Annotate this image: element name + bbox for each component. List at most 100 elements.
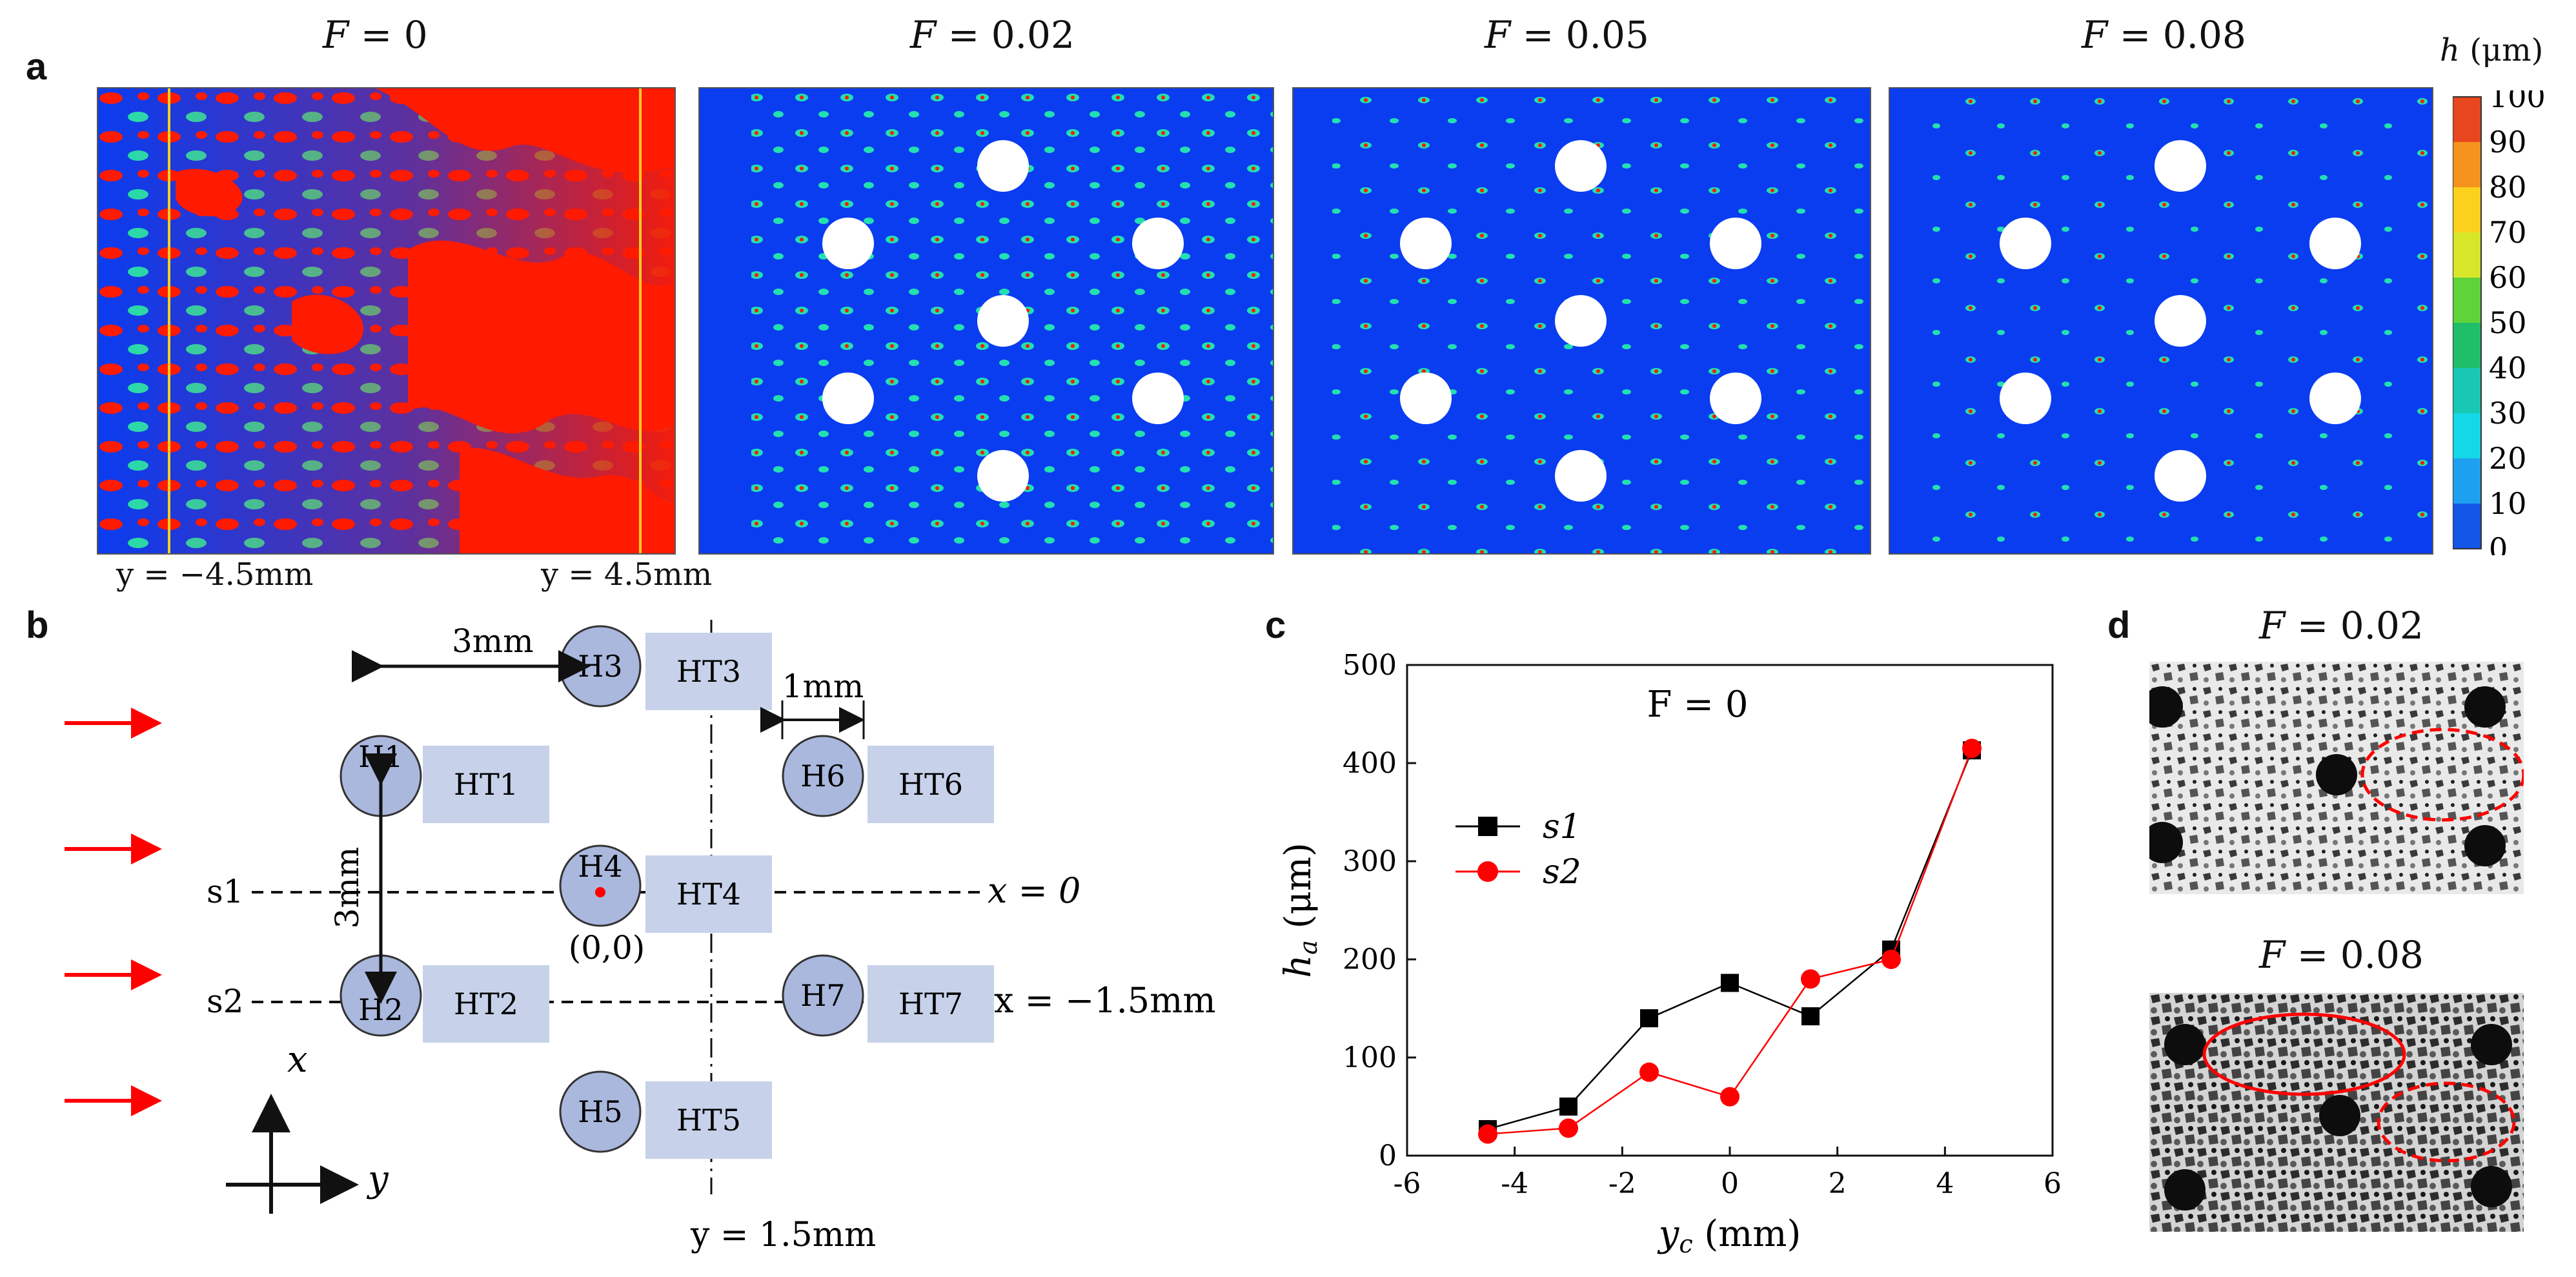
panel-label-c: c — [1265, 604, 1286, 646]
y-tick-label: 200 — [1343, 943, 1397, 976]
colorbar-segment — [2453, 142, 2481, 187]
colorbar-tick: 0 — [2489, 531, 2508, 555]
point-s2 — [1559, 1118, 1578, 1138]
x0-label: x = 0 — [988, 870, 1080, 911]
map-title-4: F = 0.08 — [2082, 13, 2246, 57]
x-tick-label: 0 — [1721, 1167, 1739, 1200]
box-label: HT4 — [676, 877, 741, 912]
heatmap-f005 — [1292, 87, 1871, 555]
origin-label: (0,0) — [569, 929, 645, 966]
colorbar-segment — [2453, 187, 2481, 232]
point-s2 — [1881, 950, 1901, 969]
legend-s2: s2 — [1543, 853, 1581, 892]
ellipse-dashed — [2360, 728, 2524, 822]
chart-legend: s1 s2 — [1455, 808, 1581, 892]
colorbar-tick: 60 — [2489, 260, 2527, 295]
axis-x-label: x — [287, 1039, 308, 1081]
holes-map-3 — [1400, 140, 1761, 502]
photo-f002 — [2149, 662, 2524, 894]
map-title-3: F = 0.05 — [1485, 13, 1649, 57]
x-tick-label: -6 — [1394, 1167, 1421, 1200]
y-tick-label: 500 — [1343, 649, 1397, 682]
colorbar-tick: 10 — [2489, 486, 2527, 521]
dim-3mm-h-label: 3mm — [452, 622, 534, 660]
dim-1mm-label: 1mm — [782, 668, 864, 705]
photo-title-bottom: F = 0.08 — [2259, 933, 2424, 977]
box-label: HT5 — [676, 1103, 741, 1138]
panel-label-a: a — [26, 46, 47, 88]
schematic: H3 H1 H6 H4 H2 H7 H5 HT3 HT1 HT6 HT4 HT2… — [65, 620, 1216, 1254]
point-s1 — [1721, 974, 1739, 992]
photo-f008 — [2149, 993, 2524, 1232]
colorbar-tick: 30 — [2489, 396, 2527, 431]
s2-label: s2 — [207, 983, 243, 1020]
y15-label: y = 1.5mm — [690, 1216, 876, 1254]
point-s2 — [1962, 739, 1982, 759]
y-tick-label: 300 — [1343, 845, 1397, 878]
x-tick-label: 2 — [1829, 1167, 1847, 1200]
point-s2 — [1478, 1124, 1497, 1144]
colorbar-segment — [2453, 278, 2481, 323]
ellipse-dashed — [2377, 1081, 2516, 1163]
point-s2 — [1801, 969, 1820, 989]
point-s1 — [1801, 1007, 1820, 1026]
x-tick-label: 4 — [1936, 1167, 1954, 1200]
legend-marker-s2 — [1477, 861, 1498, 882]
y-tick-label: 100 — [1343, 1041, 1397, 1074]
chart-frame — [1406, 664, 2054, 1157]
point-s2 — [1720, 1087, 1739, 1107]
map-title-2: F = 0.02 — [910, 13, 1075, 57]
origin-dot — [595, 887, 605, 897]
chart-xlabel: yc (mm) — [1657, 1213, 1801, 1258]
colorbar-segment — [2453, 504, 2481, 549]
colorbar-tick: 80 — [2489, 170, 2527, 205]
colorbar-segment — [2453, 413, 2481, 458]
box-label: HT6 — [898, 767, 963, 802]
dim-3mm-v-label: 3mm — [329, 847, 366, 929]
chart-title: F = 0 — [1647, 684, 1748, 726]
holes — [340, 625, 864, 1153]
x-tick-label: -2 — [1608, 1167, 1636, 1200]
axis-y-label: y — [366, 1158, 389, 1200]
box-label: HT1 — [454, 767, 518, 802]
colorbar-tick: 40 — [2489, 351, 2527, 385]
colorbar-tick: 20 — [2489, 441, 2527, 476]
hole-label: H5 — [578, 1094, 622, 1129]
point-s1 — [1640, 1009, 1658, 1028]
map-title-1: F = 0 — [323, 13, 428, 57]
hole-label: H1 — [358, 739, 403, 774]
point-s1 — [1559, 1098, 1577, 1116]
y-right-label: y = 4.5mm — [541, 557, 713, 593]
box-label: HT2 — [454, 986, 518, 1021]
ht-boxes — [423, 633, 994, 1159]
chart-ylabel: ha (μm) — [1278, 843, 1323, 978]
chart-c: -6 -4 -2 0 2 4 6 0 100 200 300 400 500 F = 0 ha (μm)… — [1278, 649, 2062, 1258]
box-label: HT3 — [676, 654, 741, 689]
point-s2 — [1639, 1062, 1659, 1082]
colorbar-segment — [2453, 323, 2481, 368]
colorbar-segment — [2453, 368, 2481, 413]
flow-arrows — [65, 708, 162, 1116]
y-tick-label: 0 — [1379, 1139, 1397, 1172]
hole-label: H4 — [578, 849, 622, 884]
ellipse-solid — [2202, 1012, 2406, 1096]
y-tick-label: 400 — [1343, 747, 1397, 780]
s1-label: s1 — [207, 873, 243, 910]
y-left-label: y = −4.5mm — [116, 557, 314, 593]
x-tick-label: 6 — [2044, 1167, 2062, 1200]
colorbar-tick: 50 — [2489, 305, 2527, 340]
panel-label-b: b — [26, 604, 49, 646]
colorbar-segment — [2453, 458, 2481, 504]
heatmap-f0 — [97, 87, 676, 555]
colorbar-segment — [2453, 232, 2481, 278]
photo-title-top: F = 0.02 — [2259, 604, 2424, 648]
hole-label: H7 — [800, 978, 845, 1013]
colorbar-tick: 70 — [2489, 215, 2527, 250]
colorbar-tick: 90 — [2489, 125, 2527, 159]
hole-label: H6 — [800, 759, 845, 793]
legend-marker-s1 — [1478, 817, 1497, 836]
heatmap-f002 — [698, 87, 1274, 555]
legend-s1: s1 — [1543, 808, 1581, 846]
xm15-label: x = −1.5mm — [994, 980, 1216, 1021]
